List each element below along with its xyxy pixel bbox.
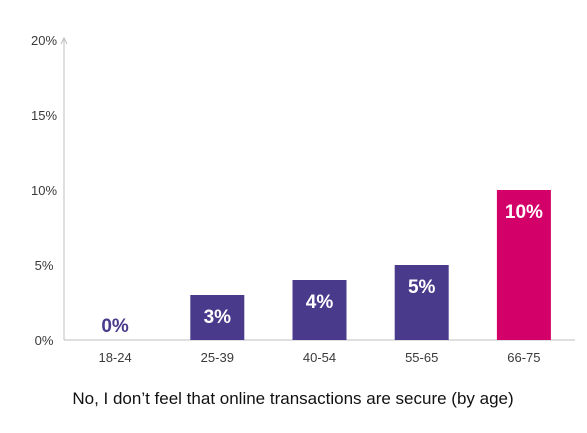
y-axis-arrow	[60, 36, 68, 45]
y-tick-label: 15%	[31, 108, 57, 123]
data-label-55-65: 5%	[408, 277, 436, 298]
bar-25-39	[190, 295, 245, 340]
x-tick-label: 55-65	[405, 350, 438, 365]
x-tick-label: 40-54	[303, 350, 336, 365]
data-label-66-75: 10%	[505, 202, 543, 223]
y-axis: 0% 5% 10% 15% 20%	[31, 33, 68, 348]
bar-66-75	[496, 190, 551, 340]
data-label-40-54: 4%	[306, 292, 334, 313]
x-tick-label: 66-75	[507, 350, 540, 365]
bar-55-65	[394, 265, 449, 340]
x-tick-label: 25-39	[201, 350, 234, 365]
bar-40-54	[292, 280, 347, 340]
y-tick-label: 20%	[31, 33, 57, 48]
x-axis: 18-24 25-39 40-54 55-65 66-75	[64, 339, 575, 365]
chart-caption: No, I don’t feel that online transaction…	[72, 389, 513, 408]
y-tick-label: 0%	[35, 333, 54, 348]
x-tick-label: 18-24	[98, 350, 131, 365]
data-label-18-24: 0%	[101, 316, 129, 337]
data-labels: 0% 3% 4% 5% 10%	[101, 202, 543, 337]
data-label-25-39: 3%	[204, 307, 232, 328]
y-tick-label: 10%	[31, 183, 57, 198]
bars	[190, 190, 551, 340]
y-tick-label: 5%	[35, 258, 54, 273]
